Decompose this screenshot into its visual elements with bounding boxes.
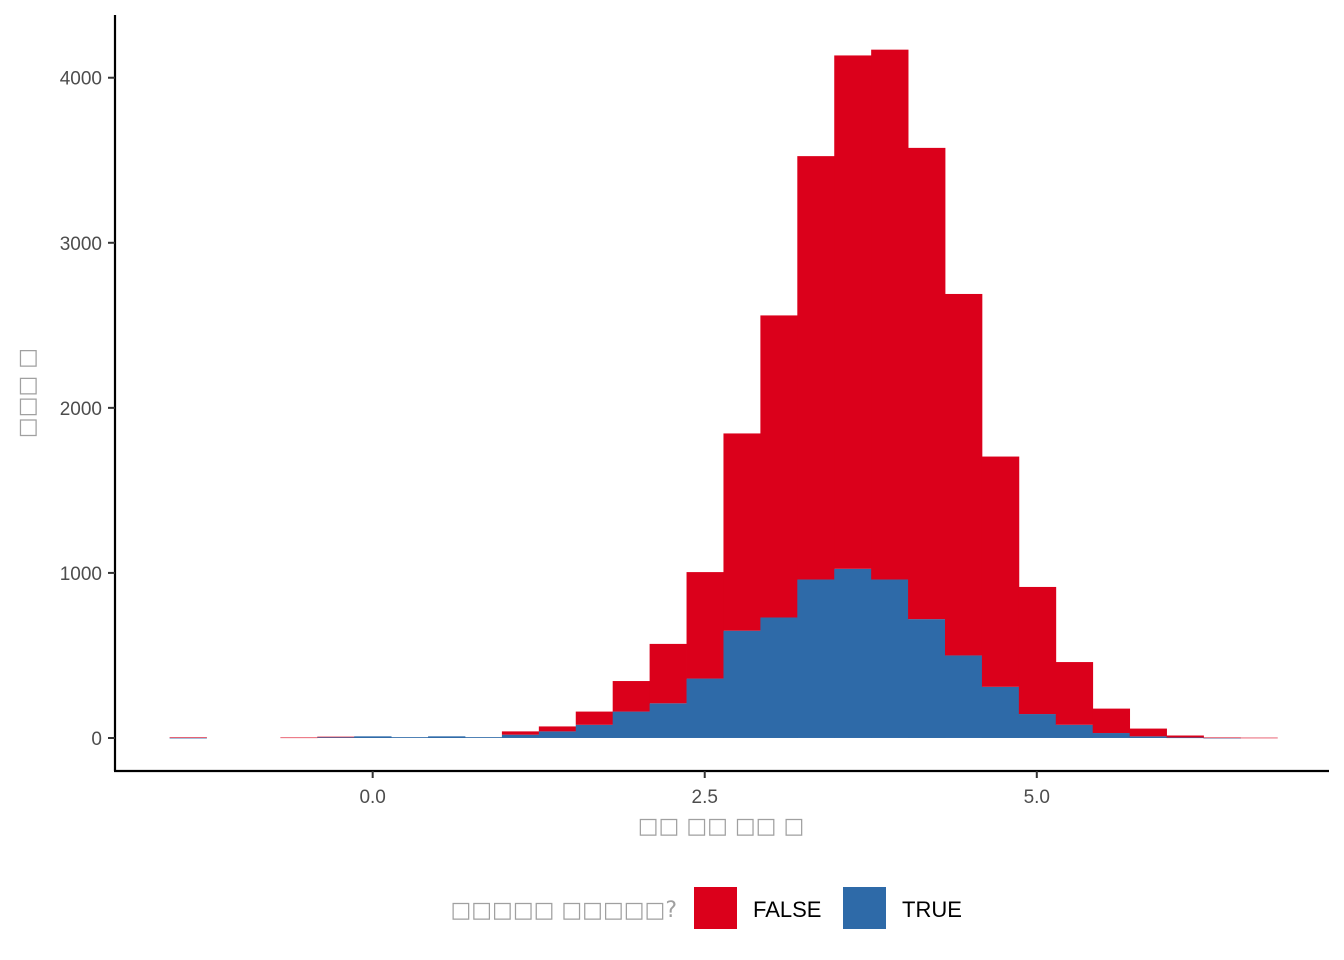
y-axis-title: □□□ □ — [15, 348, 40, 438]
y-tick-label: 4000 — [60, 69, 102, 90]
bar-true-6 — [391, 737, 429, 738]
y-tick-label: 2000 — [60, 399, 102, 420]
bar-false-18 — [834, 55, 872, 569]
bar-false-26 — [1129, 728, 1167, 737]
bar-false-20 — [908, 147, 946, 620]
bar-true-10 — [538, 731, 577, 738]
x-tick-label: 2.5 — [692, 787, 718, 808]
bar-false-23 — [1018, 586, 1057, 715]
bar-false-10 — [538, 726, 577, 732]
x-ticks-group: 0.0 2.5 5.0 — [359, 771, 1050, 808]
bar-true-7 — [428, 736, 466, 738]
bar-false-21 — [945, 293, 983, 656]
legend-label-true: TRUE — [902, 897, 962, 922]
bar-false-29 — [1240, 737, 1278, 739]
legend-title: □□□□□ □□□□□? — [450, 898, 677, 923]
bars-group — [169, 49, 1278, 739]
bar-true-24 — [1055, 724, 1094, 738]
bar-true-0 — [169, 737, 207, 739]
x-tick-label: 0.0 — [359, 787, 385, 808]
bar-true-19 — [871, 579, 909, 738]
x-axis-title: □□ □□ □□ □ — [638, 814, 804, 839]
bar-true-14 — [686, 678, 724, 738]
bar-false-9 — [501, 731, 540, 735]
bar-false-15 — [723, 433, 761, 631]
bar-true-8 — [464, 737, 503, 738]
x-tick-label: 5.0 — [1024, 787, 1050, 808]
bar-false-27 — [1166, 735, 1204, 738]
bar-false-22 — [981, 456, 1020, 687]
legend-key-false — [694, 887, 737, 929]
legend-label-false: FALSE — [753, 897, 821, 922]
bar-false-25 — [1092, 708, 1131, 734]
bar-false-11 — [575, 711, 614, 725]
bar-true-23 — [1018, 714, 1057, 738]
bar-true-21 — [945, 655, 983, 738]
bar-true-16 — [760, 617, 798, 738]
bar-false-0 — [169, 737, 207, 738]
bar-false-14 — [686, 572, 724, 679]
bar-true-5 — [354, 736, 392, 738]
bar-false-3 — [280, 737, 318, 739]
y-ticks-group: 0 1000 2000 3000 4000 — [60, 69, 115, 750]
bar-false-12 — [612, 681, 651, 712]
bar-true-22 — [981, 686, 1020, 738]
bar-true-4 — [317, 737, 355, 738]
bar-false-19 — [871, 49, 909, 580]
bar-true-12 — [612, 711, 651, 738]
y-tick-label: 3000 — [60, 234, 102, 255]
y-tick-label: 0 — [91, 729, 102, 750]
bar-false-16 — [760, 315, 798, 618]
legend-key-true — [843, 887, 886, 929]
bar-true-26 — [1129, 736, 1167, 738]
bar-true-20 — [908, 619, 946, 738]
bar-true-9 — [501, 734, 540, 738]
bar-false-24 — [1055, 662, 1094, 725]
legend: □□□□□ □□□□□? FALSE TRUE — [450, 887, 962, 929]
bar-false-13 — [649, 643, 687, 704]
y-tick-label: 1000 — [60, 564, 102, 585]
bar-true-11 — [575, 724, 614, 738]
bar-false-4 — [317, 736, 355, 738]
bar-true-15 — [723, 630, 761, 738]
bar-true-27 — [1166, 737, 1204, 739]
bar-true-17 — [797, 579, 835, 738]
bar-false-28 — [1203, 737, 1241, 739]
bar-true-25 — [1092, 733, 1131, 738]
bar-true-18 — [834, 568, 872, 738]
bar-true-13 — [649, 703, 687, 738]
bar-true-28 — [1203, 737, 1241, 739]
bar-false-17 — [797, 156, 835, 580]
